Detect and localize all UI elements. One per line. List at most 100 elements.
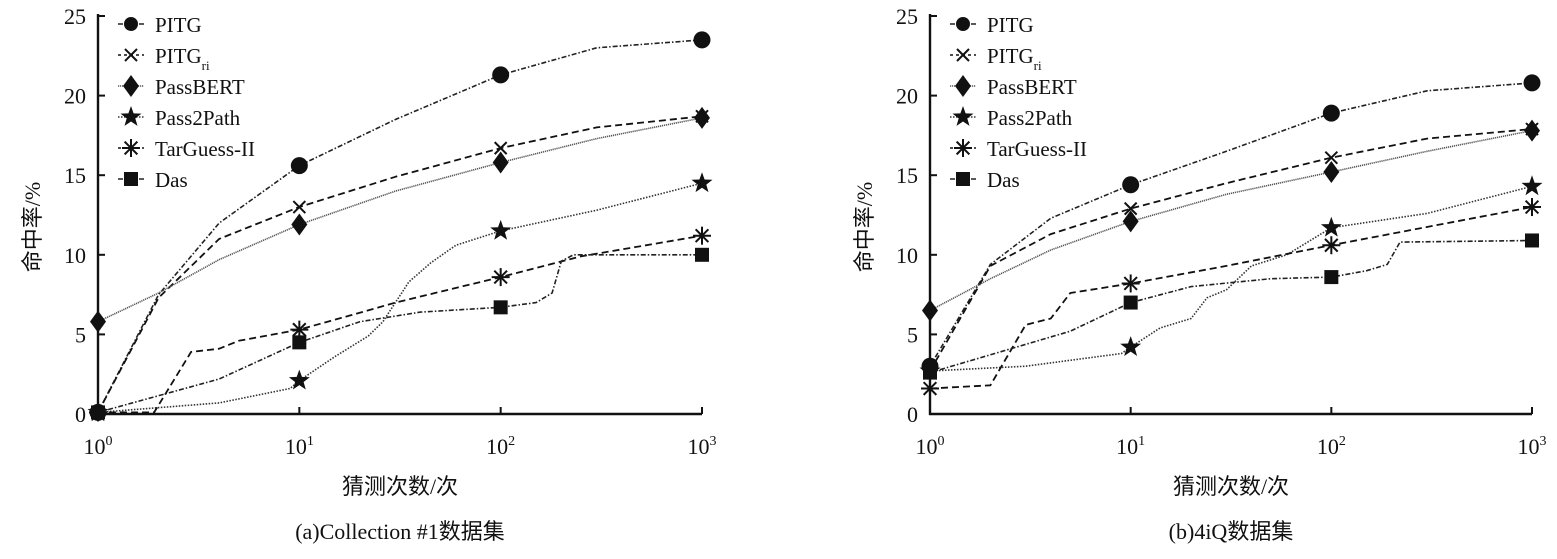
series-pass2path-point xyxy=(288,369,310,390)
series-das-point xyxy=(1525,233,1539,248)
legend-marker-icon xyxy=(952,106,974,126)
x-tick-label: 100 xyxy=(84,434,113,459)
legend-label: PassBERT xyxy=(987,75,1077,99)
series-pitg-ri-point-stroke xyxy=(493,141,508,155)
series-passbert xyxy=(90,106,710,333)
series-pitg-ri-point xyxy=(1324,150,1339,165)
series-das-line xyxy=(97,254,702,414)
legend-label: PITG xyxy=(987,13,1034,37)
y-tick-label: 25 xyxy=(896,4,918,29)
series-pitg-ri-point xyxy=(292,200,307,214)
series-pitg-point xyxy=(1122,176,1140,194)
y-tick-label: 20 xyxy=(64,84,86,109)
legend-item: TarGuess-II xyxy=(950,137,1087,161)
series-targuess-ii-point-stroke xyxy=(922,381,938,396)
legend-label: PITGri xyxy=(987,44,1042,73)
series-targuess-ii-point-stroke xyxy=(1123,276,1138,291)
series-pitg-line xyxy=(97,39,703,413)
series-targuess-ii-point xyxy=(1322,236,1341,255)
legend-marker-icon-stroke xyxy=(955,140,971,156)
series-pitg-point xyxy=(492,66,510,84)
chart-panel-a: 0 5 10 15 20 25 100 101 102 103 猜测次数/次 命中率/% (a)Coll… xyxy=(0,0,780,555)
x-axis-title: 猜测次数/次 xyxy=(1173,474,1289,499)
x-tick-label: 103 xyxy=(688,434,717,459)
legend-label: TarGuess-II xyxy=(987,137,1087,161)
legend-item: PassBERT xyxy=(118,75,245,99)
series-pass2path-point xyxy=(490,219,512,240)
legend-item: PassBERT xyxy=(950,75,1077,99)
legend-label: Pass2Path xyxy=(987,106,1073,130)
legend-marker-icon xyxy=(956,48,970,62)
series-das-line xyxy=(929,239,1533,374)
legend-item: PITG xyxy=(950,13,1034,37)
series-targuess-ii xyxy=(89,226,711,422)
series-das-point xyxy=(91,405,105,420)
x-axis-title: 猜测次数/次 xyxy=(342,474,458,499)
series-passbert-point xyxy=(90,310,106,333)
y-tick-label: 15 xyxy=(896,163,918,188)
legend-marker-icon xyxy=(123,75,139,97)
series-passbert-point xyxy=(291,213,308,236)
legend-marker-icon xyxy=(122,139,140,157)
series-targuess-ii-point xyxy=(1121,274,1140,293)
legend-marker-icon-stroke xyxy=(956,48,970,62)
series-das-point xyxy=(1324,270,1339,285)
series-pitg-ri xyxy=(923,122,1539,378)
legend-marker-icon xyxy=(124,48,138,62)
series-targuess-ii-point xyxy=(491,268,510,287)
series-pitg-ri-point-stroke xyxy=(1123,201,1138,216)
series-das-point xyxy=(923,365,937,380)
legend-item: PITG xyxy=(118,13,202,37)
legend-item: Pass2Path xyxy=(950,106,1073,130)
legend-marker-icon xyxy=(124,172,138,186)
series-pitg-ri-line xyxy=(929,128,1533,372)
series-targuess-ii-line xyxy=(98,234,703,414)
series-passbert-point xyxy=(492,151,509,174)
x-tick-label: 103 xyxy=(1518,434,1547,459)
series-das xyxy=(923,233,1539,380)
series-pitg-ri-point-stroke xyxy=(1324,150,1339,165)
series-passbert xyxy=(922,119,1540,322)
series-pass2path xyxy=(87,172,713,422)
series-pass2path-point xyxy=(691,172,713,193)
series-targuess-ii-point xyxy=(693,226,711,245)
legend-marker-icon xyxy=(956,17,970,31)
legend-marker-icon xyxy=(120,106,142,126)
series-pitg-ri-point xyxy=(1123,201,1138,216)
y-tick-label: 25 xyxy=(64,4,86,29)
legend-marker-icon xyxy=(956,172,970,186)
y-tick-label: 5 xyxy=(75,322,86,347)
legend-label: PassBERT xyxy=(155,75,245,99)
series-targuess-ii-point-stroke xyxy=(493,270,508,285)
series-das-point xyxy=(695,247,709,262)
series-targuess-ii-point xyxy=(921,379,939,398)
legend-label: Das xyxy=(155,168,188,192)
series-das-point xyxy=(292,335,307,350)
legend-label: PITGri xyxy=(155,44,210,73)
y-tick-label: 15 xyxy=(64,163,86,188)
legend-item: Das xyxy=(950,168,1020,192)
x-tick-label: 100 xyxy=(916,434,945,459)
series-das-point xyxy=(1123,295,1138,310)
series-targuess-ii-line xyxy=(929,206,1533,390)
series-passbert-point xyxy=(1524,119,1540,142)
legend-label: PITG xyxy=(155,13,202,37)
series-targuess-ii-point-stroke xyxy=(292,322,307,337)
series-pitg-point xyxy=(1523,74,1541,92)
series-targuess-ii xyxy=(921,198,1541,398)
series-pass2path-line xyxy=(929,185,1533,372)
chart-caption: (a)Collection #1数据集 xyxy=(295,519,505,544)
series-pass2path xyxy=(919,175,1543,380)
series-pass2path-point xyxy=(1521,175,1543,196)
series-pitg-point xyxy=(290,157,308,175)
series-pitg-ri-point-stroke xyxy=(292,200,307,214)
series-pitg-point xyxy=(693,31,711,49)
chart-b-svg: 0 5 10 15 20 25 100 101 102 103 猜测次数/次 命中率/% (b)4iQ数… xyxy=(852,4,1547,544)
legend-marker-icon xyxy=(954,139,972,157)
legend-item: Pass2Path xyxy=(118,106,241,130)
series-passbert-line xyxy=(97,117,703,323)
series-pass2path-point xyxy=(1120,336,1142,356)
legend-marker-icon xyxy=(124,17,138,31)
